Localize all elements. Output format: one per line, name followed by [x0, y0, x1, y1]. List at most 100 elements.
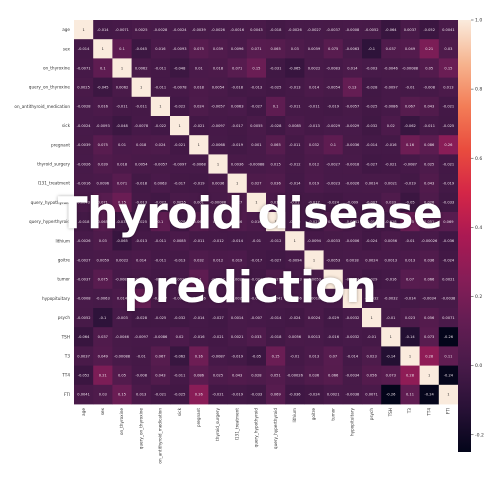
heatmap-cell-label: 0.16: [195, 354, 204, 358]
heatmap-cell: [304, 327, 324, 347]
heatmap-cell-label: -0.01: [405, 86, 414, 90]
heatmap-cell-label: -0.033: [251, 393, 263, 397]
heatmap-cell-label: 0.024: [155, 143, 166, 147]
x-tick-label: on_thyroxine: [119, 408, 124, 435]
heatmap-cell: [419, 288, 440, 309]
heatmap-cell-label: -0.0033: [326, 239, 340, 243]
heatmap-cell: [189, 212, 209, 232]
x-tick-label: TT4: [426, 408, 431, 417]
heatmap-cell-label: -0.0027: [326, 162, 340, 166]
heatmap-cell-label: 1: [351, 297, 353, 301]
heatmap-cell-label: 1: [198, 143, 200, 147]
heatmap-cell: [323, 116, 344, 136]
heatmap-cell-label: -0.019: [327, 105, 339, 109]
heatmap-cell: [227, 327, 248, 347]
heatmap-cell-label: -0.0052: [365, 28, 379, 32]
heatmap-cell-label: -0.0024: [326, 297, 341, 301]
heatmap-cell: [438, 116, 459, 136]
heatmap-cell: [304, 346, 324, 366]
heatmap-cell: [285, 135, 305, 155]
heatmap-cell: [131, 77, 152, 98]
heatmap-cell: [189, 192, 209, 213]
heatmap-cell: [74, 39, 94, 59]
heatmap-cell-label: 0.0021: [385, 182, 398, 186]
heatmap-cell: [285, 20, 305, 40]
heatmap-cell-label: 0.025: [213, 374, 223, 378]
heatmap-cell: [438, 154, 459, 174]
heatmap-cell: [419, 192, 440, 213]
heatmap-cell: [323, 192, 344, 213]
heatmap-cell: [266, 116, 286, 136]
heatmap-cell-label: -0.26: [386, 393, 396, 397]
x-tick-label: hypopituitary: [350, 407, 355, 436]
heatmap-cell-label: 0.018: [213, 66, 224, 70]
heatmap-cell-label: 0.05: [425, 66, 433, 70]
heatmap-cell: [227, 39, 248, 59]
heatmap-cell: [93, 269, 113, 290]
heatmap-cell: [170, 346, 190, 366]
heatmap-cell-label: 0.013: [136, 393, 146, 397]
heatmap-cell: [170, 116, 190, 136]
heatmap-cell: [285, 212, 305, 232]
heatmap-cell-label: 1: [140, 86, 142, 90]
heatmap-cell-label: -0.052: [78, 374, 90, 378]
heatmap-cell: [189, 308, 209, 328]
heatmap-cell-label: 0.012: [309, 162, 319, 166]
heatmap-cell: [246, 308, 267, 328]
x-tick-label: lithium: [292, 408, 297, 423]
heatmap-cell-label: 0.02: [176, 335, 184, 339]
heatmap-cell-label: -0.0078: [134, 124, 149, 128]
heatmap-cell-label: -0.0041: [269, 297, 283, 301]
heatmap-cell: [323, 20, 344, 40]
heatmap-cell-label: 0.066: [424, 278, 435, 282]
heatmap-cell-label: -0.024: [443, 258, 455, 262]
heatmap-cell-label: 0.043: [232, 374, 242, 378]
heatmap-cell: [246, 116, 267, 136]
heatmap-cell: [189, 384, 209, 405]
heatmap-cell: [74, 116, 94, 136]
heatmap-cell-label: 0.16: [406, 143, 415, 147]
heatmap-cell-label: -0.0038: [441, 297, 456, 301]
heatmap-cell: [131, 39, 152, 59]
heatmap-cell-label: -0.014: [347, 354, 359, 358]
heatmap-cell-label: 0.014: [117, 297, 128, 301]
heatmap-cell: [419, 96, 440, 117]
heatmap-cell: [189, 77, 209, 98]
heatmap-cell-label: -0.011: [135, 105, 147, 109]
heatmap-cell-label: -0.24: [444, 374, 454, 378]
heatmap-cell: [381, 39, 401, 59]
heatmap-cell: [131, 154, 152, 174]
heatmap-cell-label: 0.056: [424, 316, 435, 320]
heatmap-cell: [246, 192, 267, 213]
heatmap-cell-label: -0.033: [443, 201, 455, 205]
heatmap-cell-label: -0.0008: [77, 297, 92, 301]
heatmap-cell-label: -0.011: [423, 124, 435, 128]
heatmap-cell: [246, 269, 267, 290]
heatmap-cell-label: -0.027: [366, 162, 378, 166]
heatmap-cell-label: 0.067: [155, 354, 165, 358]
heatmap-cell: [112, 192, 132, 213]
heatmap-cell: [381, 384, 401, 405]
heatmap-cell-label: 0.025: [424, 162, 434, 166]
heatmap-cell-label: -0.00026: [421, 239, 438, 243]
colorbar-tick-label: 0.2: [475, 294, 482, 300]
heatmap-cell: [131, 116, 152, 136]
heatmap-cell-label: 0.023: [366, 354, 376, 358]
heatmap-cell-label: -0.0016: [77, 182, 92, 186]
heatmap-cell: [227, 384, 248, 405]
heatmap-cell-label: 0.018: [117, 162, 128, 166]
heatmap-cell: [400, 116, 420, 136]
heatmap-cell: [189, 154, 209, 174]
heatmap-cell: [208, 173, 228, 194]
heatmap-cell: [400, 288, 420, 309]
heatmap-cell-label: 0.0036: [231, 162, 244, 166]
heatmap-cell: [266, 250, 286, 270]
heatmap-cell-label: 0.07: [329, 354, 337, 358]
heatmap-cell: [74, 173, 94, 194]
heatmap-cell-label: -0.025: [443, 124, 455, 128]
heatmap-cell-label: 0.033: [386, 201, 396, 205]
heatmap-cell: [227, 346, 248, 366]
heatmap-cell-label: 0.0025: [135, 28, 148, 32]
heatmap-cell: [362, 231, 382, 251]
heatmap-cell: [419, 327, 440, 347]
